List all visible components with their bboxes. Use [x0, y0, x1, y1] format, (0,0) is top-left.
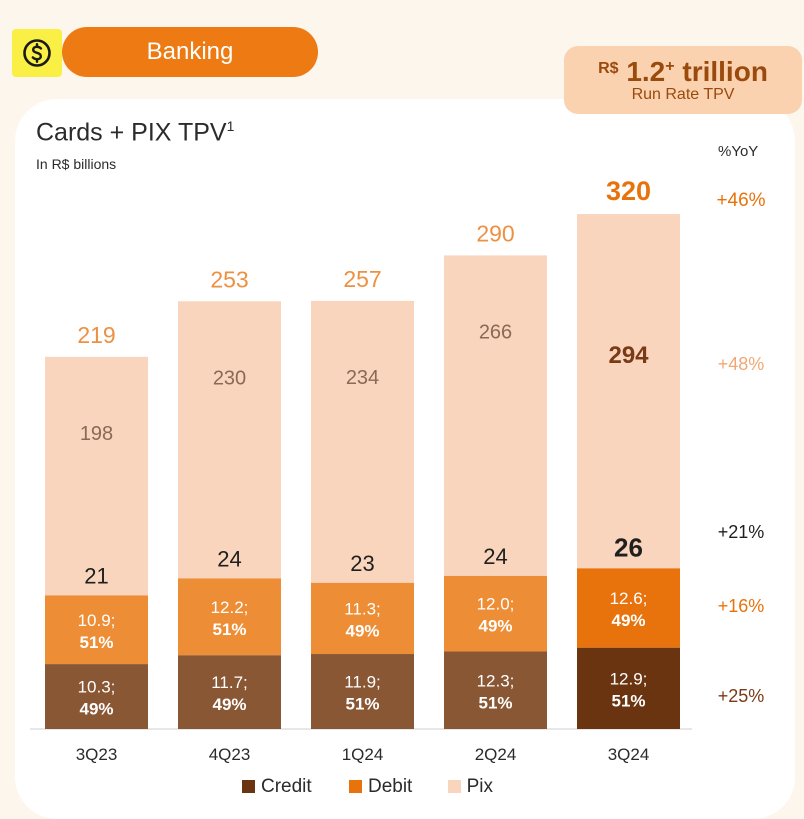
- bar-debit: [45, 595, 148, 665]
- run-rate-badge: R$ 1.2+ trillion Run Rate TPV: [564, 46, 802, 114]
- credit-value-label: 11.9;: [344, 673, 381, 692]
- bar-credit: [444, 651, 547, 729]
- legend-label-credit: Credit: [261, 776, 312, 797]
- pix-value-label: 294: [608, 342, 649, 369]
- chart-title: Cards + PIX TPV1: [36, 118, 234, 147]
- run-rate-currency: R$: [598, 60, 619, 77]
- yoy-pix: +48%: [717, 354, 765, 374]
- cards-total-label: 23: [350, 551, 374, 576]
- total-value-label: 257: [343, 266, 381, 292]
- legend-label-debit: Debit: [367, 776, 413, 797]
- x-tick-label: 4Q23: [209, 745, 251, 764]
- pix-value-label: 230: [213, 367, 246, 389]
- credit-value-label: 11.7;: [211, 673, 248, 692]
- yoy-total: +46%: [716, 190, 766, 211]
- bar-pix: [444, 255, 547, 576]
- x-tick-label: 2Q24: [475, 745, 517, 764]
- pix-value-label: 266: [479, 321, 512, 343]
- cards-total-label: 24: [483, 544, 507, 569]
- bar-debit: [444, 575, 547, 652]
- bar-debit: [178, 578, 281, 656]
- bar-credit: [178, 655, 281, 729]
- debit-value-label: 11.3;: [344, 599, 381, 618]
- bar-credit: [45, 664, 148, 729]
- bar-pix: [178, 301, 281, 579]
- x-tick-label: 3Q24: [608, 745, 650, 764]
- credit-share-label: 51%: [345, 695, 379, 714]
- bar-pix: [577, 214, 680, 569]
- total-value-label: 320: [606, 176, 651, 206]
- chart-subtitle: In R$ billions: [36, 156, 117, 172]
- run-rate-value: R$ 1.2+ trillion: [564, 50, 802, 89]
- legend-item-credit: Credit: [242, 776, 312, 797]
- total-value-label: 219: [77, 322, 115, 348]
- pix-value-label: 234: [346, 367, 379, 389]
- bar-debit: [577, 568, 680, 648]
- bar-credit: [577, 647, 680, 729]
- legend-label-pix: Pix: [466, 776, 494, 797]
- yoy-credit: +25%: [717, 686, 765, 706]
- section-tab-banking: Banking: [62, 27, 318, 77]
- legend-item-pix: Pix: [447, 776, 494, 797]
- credit-share-label: 51%: [611, 691, 645, 710]
- total-value-label: 253: [210, 266, 248, 292]
- yoy-cards: +21%: [717, 522, 765, 542]
- yoy-header: %YoY: [718, 143, 759, 160]
- x-tick-label: 1Q24: [342, 745, 384, 764]
- total-value-label: 290: [476, 220, 514, 246]
- run-rate-number: 1.2: [626, 56, 666, 87]
- credit-value-label: 10.3;: [78, 678, 116, 697]
- bar-pix: [45, 356, 148, 596]
- bar-debit: [311, 582, 414, 655]
- debit-value-label: 12.6;: [610, 589, 648, 608]
- debit-value-label: 12.0;: [477, 595, 515, 614]
- chart-legend: Credit Debit Pix: [242, 776, 493, 798]
- chart-title-text: Cards + PIX TPV: [36, 118, 227, 147]
- run-rate-unit: trillion: [682, 56, 768, 87]
- yoy-debit: +16%: [717, 596, 765, 616]
- bar-pix: [311, 300, 414, 583]
- legend-swatch-credit: [242, 780, 255, 793]
- debit-share-label: 49%: [478, 617, 512, 636]
- credit-value-label: 12.9;: [610, 669, 648, 688]
- legend-item-debit: Debit: [348, 776, 413, 797]
- debit-share-label: 51%: [79, 633, 113, 652]
- x-tick-label: 3Q23: [76, 745, 118, 764]
- debit-value-label: 10.9;: [78, 611, 116, 630]
- chart-title-footnote: 1: [226, 118, 235, 134]
- cards-total-label: 21: [84, 563, 108, 588]
- bar-credit: [311, 654, 414, 729]
- debit-value-label: 12.2;: [211, 598, 249, 617]
- credit-share-label: 49%: [79, 700, 113, 719]
- run-rate-plus: +: [665, 58, 675, 75]
- cards-total-label: 24: [217, 546, 241, 571]
- banking-icon-box: [12, 29, 62, 77]
- credit-value-label: 12.3;: [477, 671, 515, 690]
- pix-value-label: 198: [80, 423, 113, 445]
- debit-share-label: 49%: [345, 621, 379, 640]
- legend-swatch-debit: [348, 780, 362, 793]
- dollar-coin-icon: [23, 39, 51, 67]
- run-rate-label: Run Rate TPV: [631, 86, 735, 103]
- credit-share-label: 51%: [478, 693, 512, 712]
- legend-swatch-pix: [447, 780, 461, 793]
- debit-share-label: 51%: [212, 620, 246, 639]
- debit-share-label: 49%: [611, 611, 645, 630]
- credit-share-label: 49%: [212, 695, 246, 714]
- cards-total-label: 26: [614, 532, 643, 562]
